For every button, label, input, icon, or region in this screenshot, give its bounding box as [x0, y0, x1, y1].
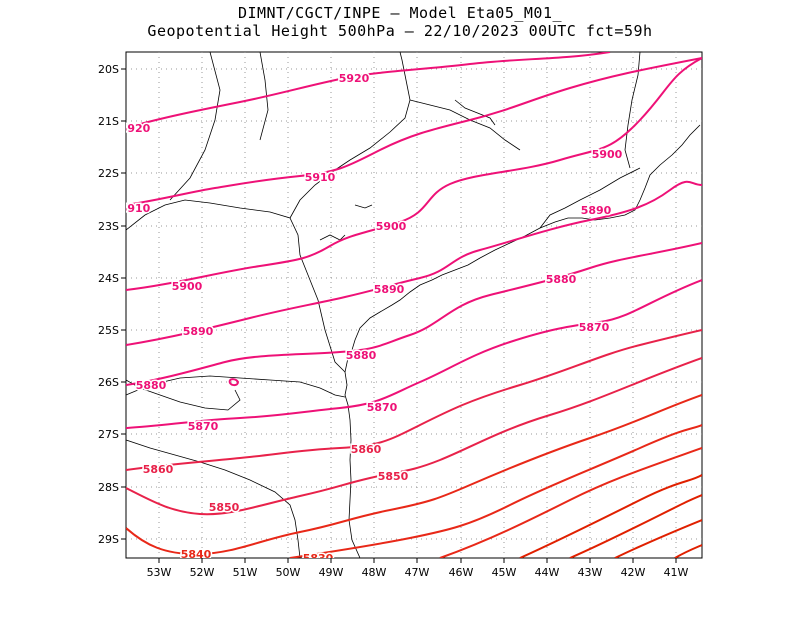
lat-tick-label: 25S [98, 324, 119, 337]
contour-5830 [289, 424, 702, 558]
lat-tick-label: 22S [98, 167, 119, 180]
coastline-and-borders [126, 52, 701, 558]
map-title-line-1: DIMNT/CGCT/INPE – Model Eta05_M01_ [237, 4, 563, 22]
state-border-rs [126, 439, 301, 558]
contour-label: 5890 [374, 283, 405, 296]
lat-tick-label: 24S [98, 272, 119, 285]
lon-tick-label: 52W [190, 566, 215, 579]
state-border-sp-mg [289, 52, 411, 219]
gridlines [126, 52, 702, 558]
contour-5800 [569, 494, 702, 558]
contour-5850 [126, 357, 702, 516]
river-parana [259, 52, 269, 141]
lon-tick-label: 41W [664, 566, 689, 579]
contour-label: 5910 [120, 202, 151, 215]
contour-label: 5890 [581, 204, 612, 217]
lon-tick-label: 43W [578, 566, 603, 579]
state-border-sc [126, 375, 346, 398]
country-border [126, 379, 241, 411]
coastline [344, 124, 701, 558]
state-border-es [624, 52, 641, 169]
lat-tick-label: 28S [98, 481, 119, 494]
lat-tick-label: 21S [98, 115, 119, 128]
contour-5880-closed [228, 378, 240, 387]
contour-label: 5880 [546, 273, 577, 286]
contour-5860 [126, 329, 702, 471]
lon-tick-label: 51W [233, 566, 258, 579]
contour-5880 [126, 242, 702, 386]
contour-5890 [126, 180, 702, 346]
contour-label: 5900 [376, 220, 407, 233]
lon-tick-label: 53W [147, 566, 172, 579]
contour-5820 [439, 447, 702, 558]
lon-tick-label: 45W [492, 566, 517, 579]
state-border-rj [539, 167, 641, 229]
contour-label: 5850 [378, 470, 409, 483]
lon-tick-label: 47W [405, 566, 430, 579]
contour-label: 5860 [351, 443, 382, 456]
contour-label: 5870 [579, 321, 610, 334]
contour-label: 5840 [181, 548, 212, 561]
contour-5870 [126, 279, 702, 429]
contour-label: 5900 [592, 148, 623, 161]
contour-label: 5830 [303, 552, 334, 565]
map-frame [125, 51, 703, 559]
contour-label: 5870 [188, 420, 219, 433]
lat-tick-label: 26S [98, 376, 119, 389]
lon-tick-label: 46W [449, 566, 474, 579]
lon-tick-label: 48W [362, 566, 387, 579]
map-title-line-2: Geopotential Height 500hPa – 22/10/2023 … [147, 22, 653, 40]
lon-tick-label: 42W [621, 566, 646, 579]
lon-tick-label: 50W [276, 566, 301, 579]
contour-label: 5880 [136, 379, 167, 392]
tick-marks [121, 68, 677, 563]
contour-label: 5870 [367, 401, 398, 414]
lat-tick-label: 29S [98, 533, 119, 546]
lat-tick-label: 27S [98, 428, 119, 441]
contour-label: 5860 [143, 463, 174, 476]
river-reservoir [454, 99, 496, 126]
lat-tick-label: 20S [98, 63, 119, 76]
contour-label: 5850 [209, 501, 240, 514]
contour-5900 [126, 57, 702, 291]
contour-5790 [614, 519, 702, 558]
contour-5920 [126, 52, 611, 129]
lon-tick-label: 44W [535, 566, 560, 579]
contour-5780 [674, 544, 702, 558]
lat-tick-label: 23S [98, 220, 119, 233]
state-border-ms [169, 52, 221, 201]
contour-5840 [126, 394, 702, 556]
river-segment [319, 234, 346, 241]
river-segment [354, 204, 373, 209]
contour-label: 5910 [305, 171, 336, 184]
contour-label: 5920 [120, 122, 151, 135]
contour-5910 [126, 57, 702, 206]
contour-5810 [519, 474, 702, 558]
contour-label: 5920 [339, 72, 370, 85]
contour-label: 5880 [346, 349, 377, 362]
contour-label: 5890 [183, 325, 214, 338]
lon-tick-label: 49W [319, 566, 344, 579]
contour-label: 5900 [172, 280, 203, 293]
